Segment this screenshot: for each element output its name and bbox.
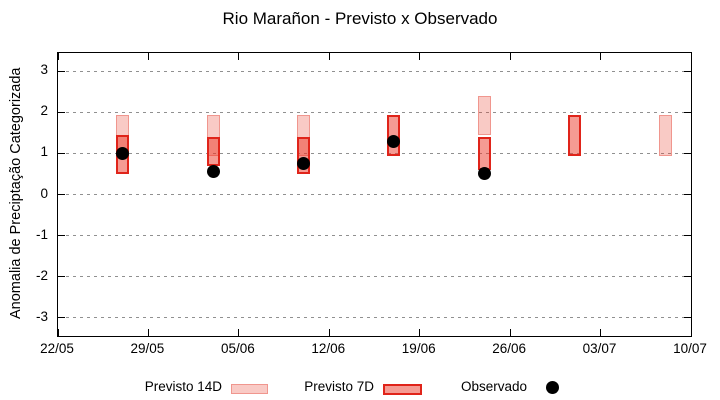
bar-previsto-7d (206, 137, 220, 166)
tick-mark (58, 317, 65, 319)
y-tick-label: 3 (40, 62, 48, 78)
observado-point (116, 146, 130, 160)
legend-swatch-previsto-14d (231, 384, 268, 394)
tick-mark (58, 70, 65, 72)
bar-previsto-14d (477, 96, 491, 136)
bar-previsto-14d (658, 114, 672, 156)
y-tick-label: 0 (40, 185, 48, 201)
tick-mark (684, 235, 691, 236)
bar-previsto-7d (477, 137, 491, 170)
tick-mark (684, 70, 691, 72)
tick-mark (509, 329, 511, 336)
x-tick-label: 26/06 (492, 341, 527, 356)
tick-mark (58, 276, 65, 278)
y-tick-label: -2 (35, 267, 48, 283)
bar-previsto-7d (568, 114, 582, 156)
tick-mark (58, 194, 65, 195)
gridline (59, 70, 690, 72)
tick-mark (684, 111, 691, 113)
legend-label-previsto-7d: Previsto 7D (304, 379, 374, 394)
x-tick-label: 03/07 (582, 341, 617, 356)
tick-mark (57, 329, 59, 336)
legend-swatch-previsto-7d (383, 384, 422, 395)
tick-mark (328, 329, 330, 336)
plot-area (57, 52, 692, 337)
tick-mark (684, 276, 691, 278)
y-tick-label: -1 (35, 226, 48, 242)
tick-mark (238, 53, 240, 60)
y-tick-label: 1 (40, 144, 48, 160)
tick-mark (147, 329, 149, 336)
tick-mark (600, 329, 602, 336)
gridline (59, 317, 690, 319)
gridline (59, 194, 690, 195)
tick-mark (690, 329, 692, 336)
observado-point (206, 165, 220, 179)
tick-mark (509, 53, 511, 60)
tick-mark (684, 152, 691, 154)
tick-mark (147, 53, 149, 60)
x-tick-label: 05/06 (220, 341, 255, 356)
x-tick-label: 19/06 (401, 341, 436, 356)
x-tick-label: 12/06 (311, 341, 346, 356)
tick-mark (684, 317, 691, 319)
y-tick-label: -3 (35, 308, 48, 324)
legend-label-previsto-14d: Previsto 14D (144, 379, 222, 394)
legend-label-observado: Observado (460, 379, 527, 394)
observado-point (387, 134, 401, 148)
tick-mark (238, 329, 240, 336)
tick-mark (684, 194, 691, 195)
tick-mark (58, 235, 65, 236)
x-tick-label: 29/05 (130, 341, 165, 356)
x-tick-label: 22/05 (40, 341, 74, 356)
observado-point (296, 157, 310, 171)
tick-mark (690, 53, 692, 60)
chart-title: Rio Marañon - Previsto x Observado (222, 9, 498, 28)
gridline (59, 276, 690, 278)
tick-mark (328, 53, 330, 60)
gridline (59, 152, 690, 154)
tick-mark (57, 53, 59, 60)
gridline (59, 111, 690, 113)
observado-point (477, 167, 491, 181)
tick-mark (600, 53, 602, 60)
tick-mark (58, 111, 65, 113)
tick-mark (58, 152, 65, 154)
y-tick-label: 2 (40, 103, 48, 119)
legend-observado-dot-icon (546, 381, 559, 394)
gridline (59, 235, 690, 236)
x-tick-label: 10/07 (673, 341, 707, 356)
tick-mark (419, 329, 421, 336)
tick-mark (419, 53, 421, 60)
